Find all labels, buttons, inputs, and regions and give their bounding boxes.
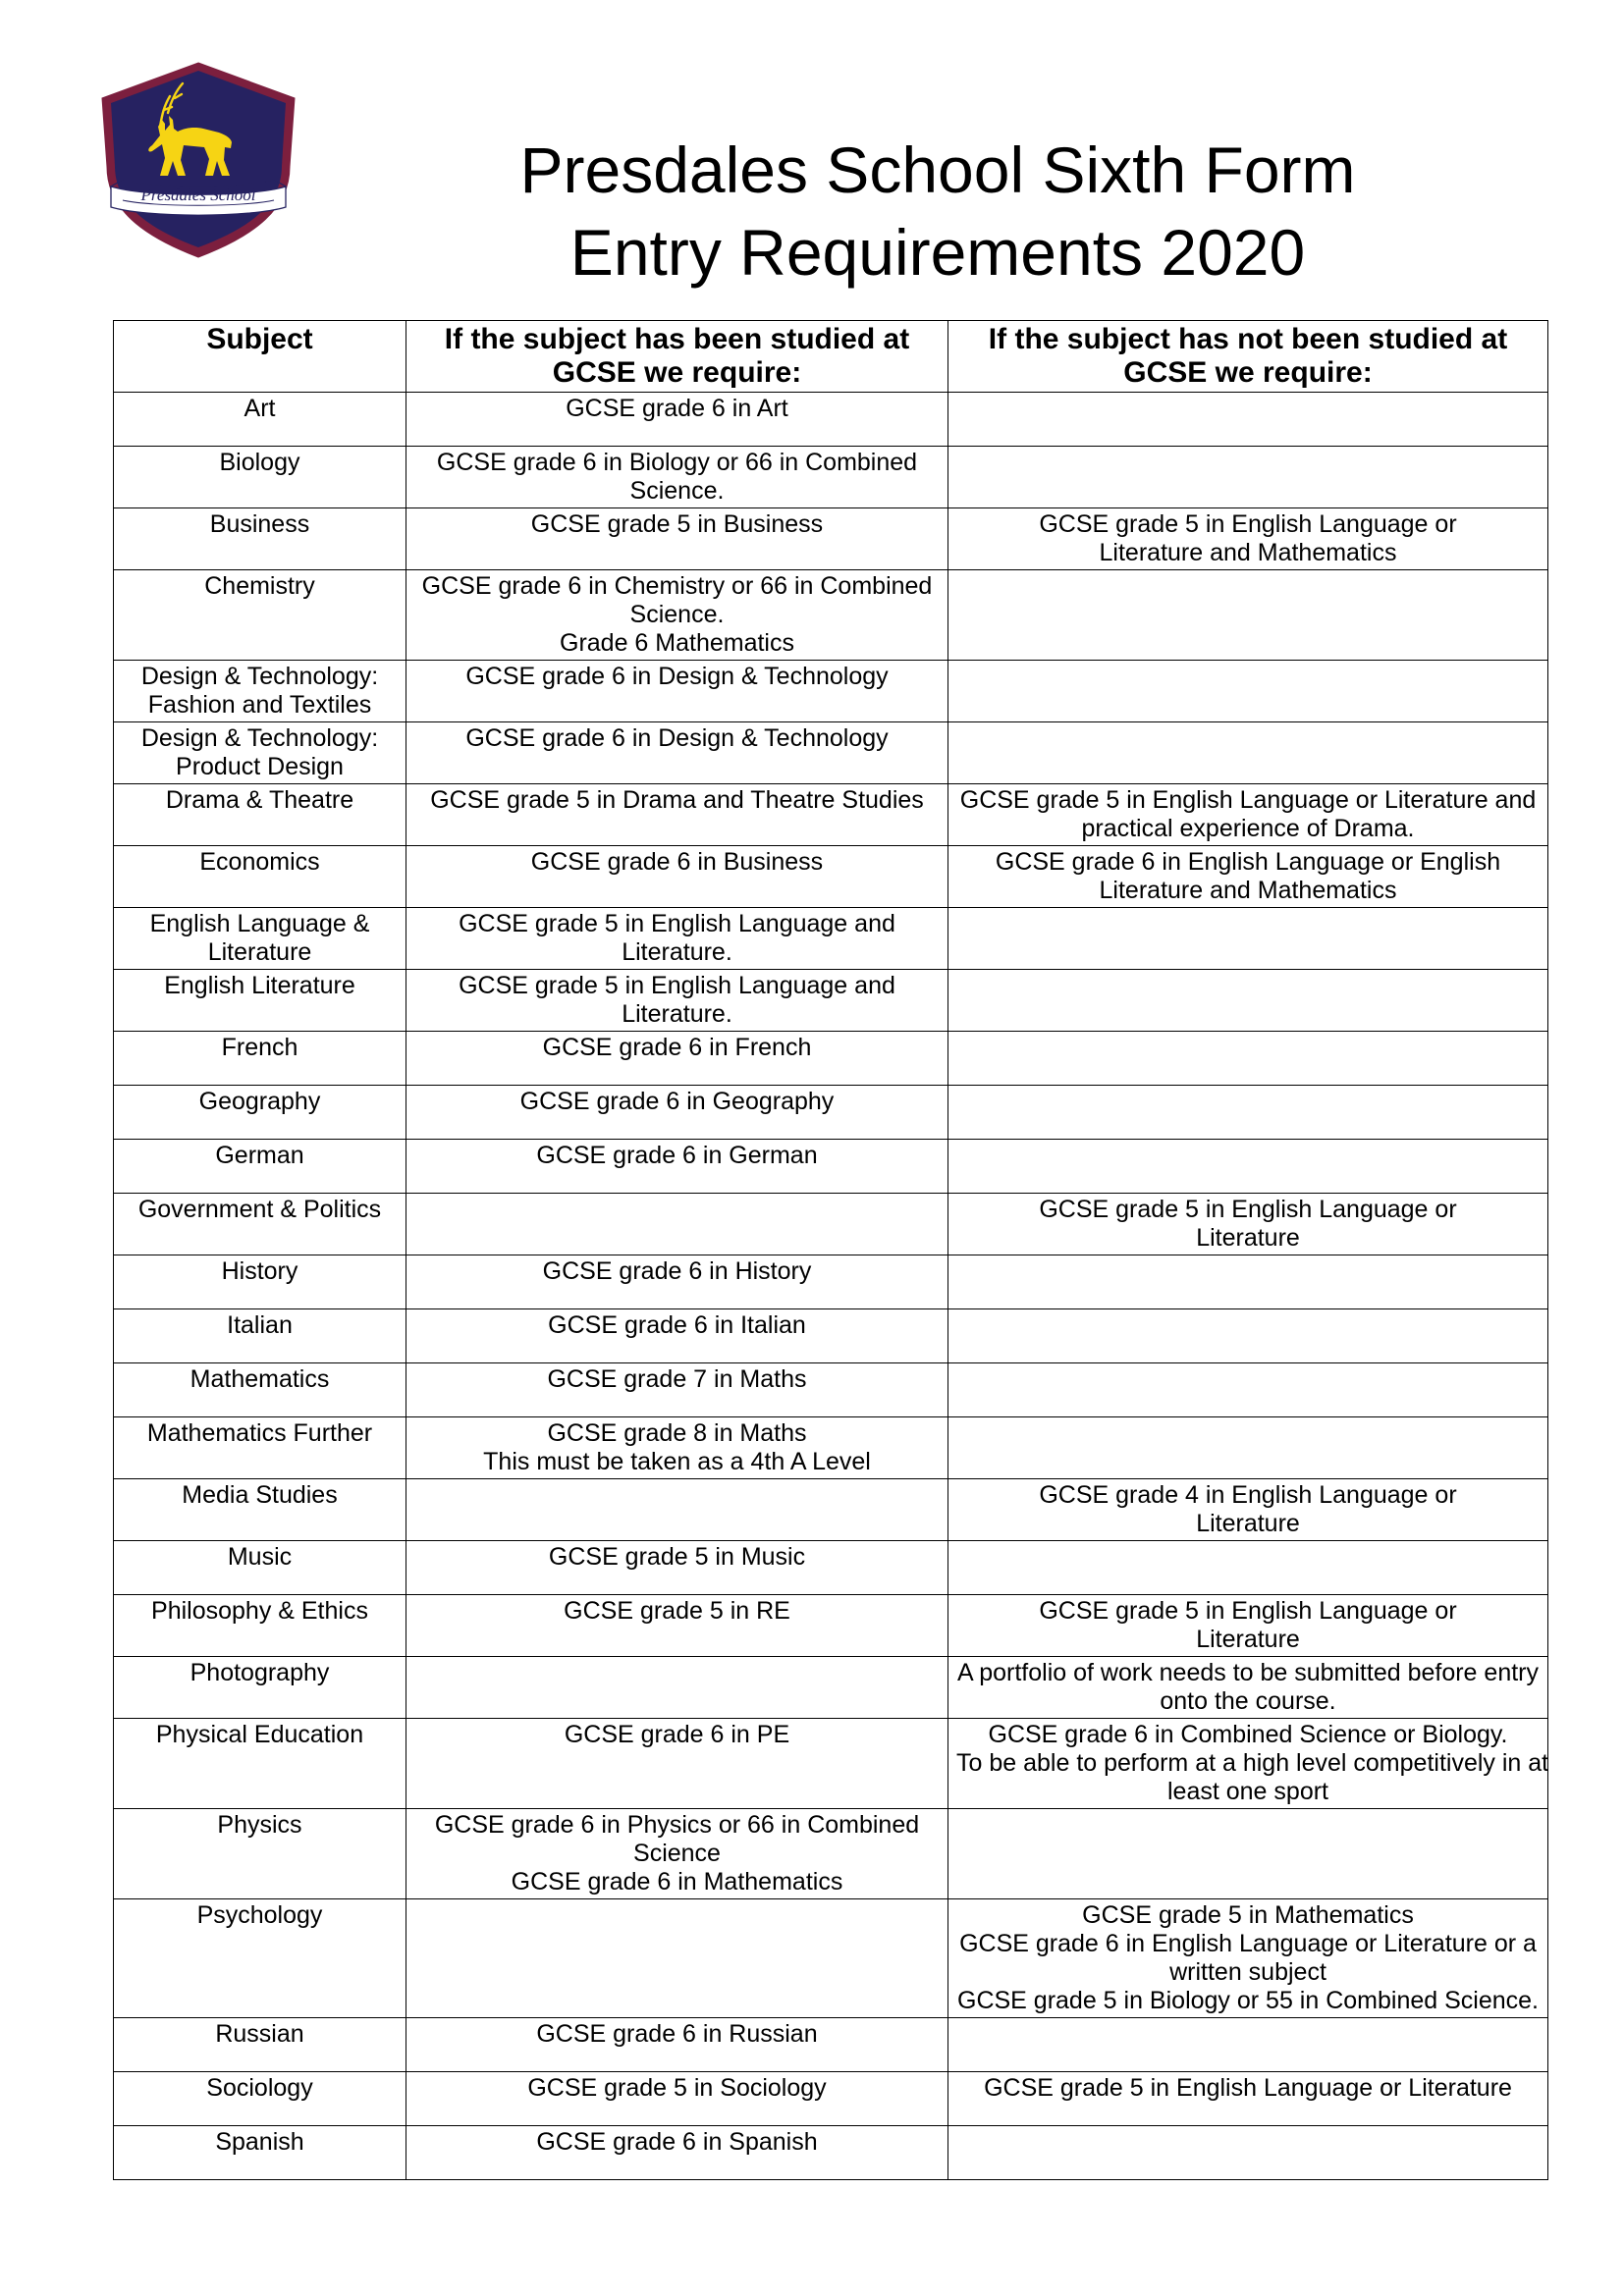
svg-text:Presdales School: Presdales School <box>140 186 256 204</box>
